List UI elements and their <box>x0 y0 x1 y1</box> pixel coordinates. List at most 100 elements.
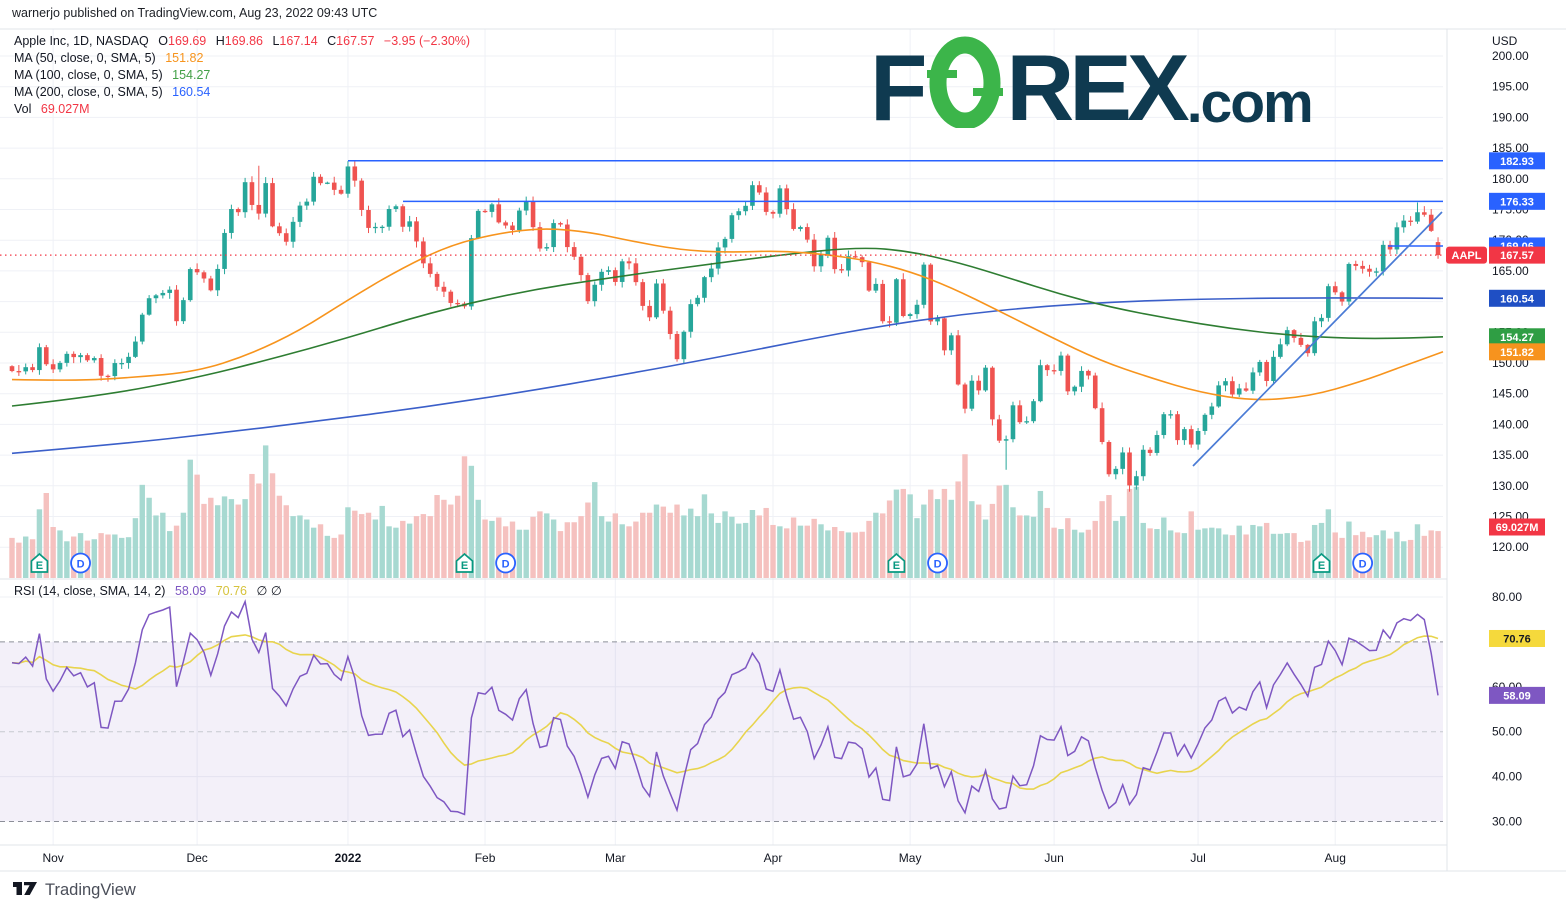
volume-bar <box>118 537 125 578</box>
volume-bar <box>1407 539 1414 578</box>
candle-body <box>208 278 214 291</box>
tradingview-footer[interactable]: TradingView <box>13 879 136 901</box>
candle-body <box>393 206 399 210</box>
legend-volume-row[interactable]: Vol 69.027M <box>14 101 470 118</box>
volume-bar <box>393 527 399 578</box>
volume-bar <box>502 526 509 578</box>
volume-bar <box>1236 525 1242 578</box>
legend-symbol-row[interactable]: Apple Inc, 1D, NASDAQ O169.69 H169.86 L1… <box>14 33 470 50</box>
volume-bar <box>742 522 749 578</box>
earnings-marker-icon[interactable]: E <box>30 552 49 573</box>
candle-body <box>613 270 618 282</box>
volume-bar <box>975 504 982 578</box>
axis-text: 200.00 <box>1492 49 1529 63</box>
candle-body <box>558 223 563 225</box>
high-label: H <box>215 34 225 48</box>
candle-body <box>1346 263 1352 302</box>
rsi-ma-value: 70.76 <box>215 584 247 598</box>
volume-bar <box>1209 527 1215 578</box>
volume-bar <box>187 459 193 578</box>
volume-bar <box>276 495 283 578</box>
legend-ma50-row[interactable]: MA (50, close, 0, SMA, 5) 151.82 <box>14 50 470 67</box>
candles-layer[interactable] <box>9 160 1441 492</box>
volume-bar <box>770 524 776 578</box>
rsi-layer[interactable] <box>11 599 1439 816</box>
axis-text: 195.00 <box>1492 80 1529 94</box>
axis-text: 185.00 <box>1492 141 1529 155</box>
volume-bar <box>646 512 653 578</box>
legend-ma100-row[interactable]: MA (100, close, 0, SMA, 5) 154.27 <box>14 67 470 84</box>
axis-text: 135.00 <box>1492 448 1529 462</box>
candle-body <box>1202 414 1208 431</box>
price-label-chip: 58.09 <box>1489 686 1545 704</box>
candle-body <box>709 268 714 278</box>
volume-bar <box>1195 529 1201 578</box>
dividend-marker-icon[interactable]: D <box>70 552 91 574</box>
volume-bar <box>461 456 468 578</box>
ma100-line <box>11 247 1444 407</box>
time-axis[interactable]: Nov Dec 2022 Feb Mar Apr May Jun Jul Aug <box>42 851 1345 865</box>
axis-text: 176.33 <box>1500 196 1534 208</box>
dividend-marker-icon[interactable]: D <box>927 552 948 574</box>
candle-body <box>1038 365 1043 402</box>
volume-bar <box>886 500 893 578</box>
candle-body <box>16 371 22 373</box>
candle-body <box>482 210 488 213</box>
volume-layer[interactable] <box>9 445 1441 578</box>
candle-body <box>907 314 913 317</box>
dividend-marker-icon[interactable]: D <box>1352 552 1374 574</box>
candle-body <box>37 347 42 371</box>
candle-body <box>1168 414 1173 416</box>
volume-bar <box>880 513 886 578</box>
volume-bar <box>1092 520 1098 578</box>
candle-body <box>1319 317 1324 322</box>
volume-bar <box>1188 511 1194 578</box>
candle-body <box>64 353 70 363</box>
earnings-marker-icon[interactable]: E <box>887 552 906 573</box>
volume-bar <box>818 524 824 578</box>
candle-body <box>1243 388 1249 391</box>
volume-bar <box>1298 541 1304 578</box>
volume-bar <box>1126 488 1133 578</box>
ma200-value: 160.54 <box>172 85 211 99</box>
earnings-marker-icon[interactable]: E <box>1312 552 1331 573</box>
volume-bar <box>352 510 358 578</box>
earnings-marker-icon[interactable]: E <box>455 552 474 573</box>
axis-text: D <box>77 559 85 571</box>
volume-bar <box>1181 533 1188 578</box>
volume-bar <box>1435 531 1441 578</box>
rsi-legend-row[interactable]: RSI (14, close, SMA, 14, 2) 58.09 70.76 … <box>14 583 282 598</box>
overlays-layer[interactable] <box>0 160 1443 467</box>
candle-body <box>1250 372 1256 391</box>
candle-body <box>290 221 296 242</box>
dividend-marker-icon[interactable]: D <box>495 552 517 574</box>
axis-text: D <box>1359 559 1367 571</box>
volume-bar <box>283 505 289 578</box>
legend-ma200-row[interactable]: MA (200, close, 0, SMA, 5) 160.54 <box>14 84 470 101</box>
candle-body <box>1065 355 1071 392</box>
volume-bar <box>914 518 920 578</box>
axis-text: 151.82 <box>1500 347 1534 359</box>
candle-body <box>619 261 625 282</box>
candle-body <box>1086 370 1091 376</box>
candle-body <box>770 211 776 214</box>
candle-body <box>887 321 892 323</box>
rsi-ma-line <box>11 634 1439 790</box>
candle-body <box>839 269 844 271</box>
candle-body <box>249 182 255 205</box>
volume-bar <box>1387 538 1393 578</box>
volume-bar <box>832 527 838 578</box>
axis-text: 80.00 <box>1492 590 1522 604</box>
low-label: L <box>272 34 280 48</box>
candle-body <box>715 247 721 269</box>
ma200-label: MA (200, close, 0, SMA, 5) <box>14 85 163 99</box>
axis-text: 30.00 <box>1492 815 1522 829</box>
volume-bar <box>729 516 735 578</box>
volume-bar <box>132 518 139 578</box>
volume-bar <box>825 530 831 578</box>
volume-bar <box>105 534 111 578</box>
axis-text: E <box>1318 560 1325 572</box>
volume-bar <box>701 494 708 578</box>
